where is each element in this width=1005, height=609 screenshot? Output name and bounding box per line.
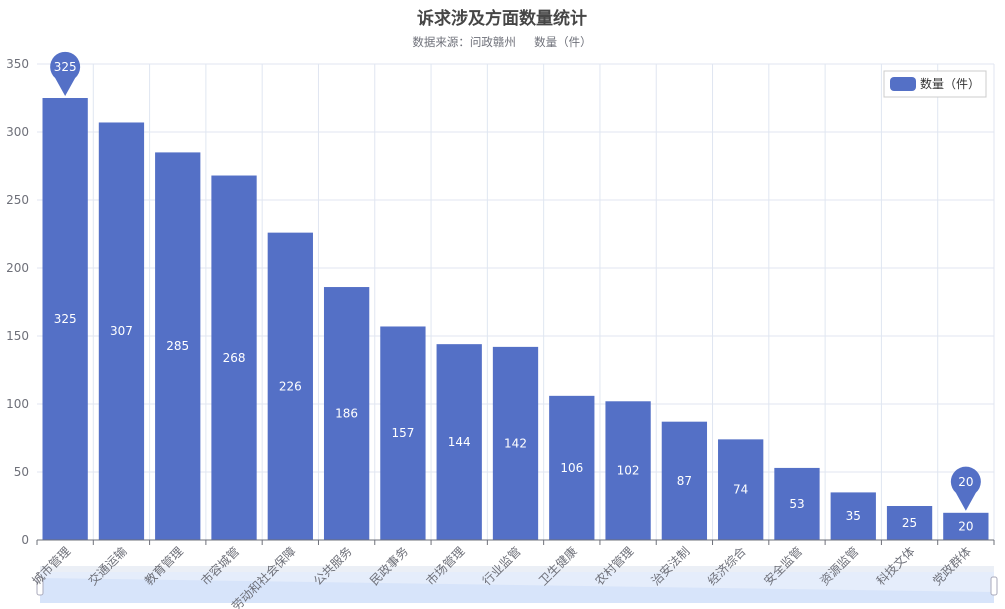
bar[interactable]	[492, 346, 539, 540]
data-label: 157	[391, 426, 414, 440]
data-label: 142	[504, 436, 527, 450]
mark-point-pin	[50, 51, 81, 96]
mark-point-label: 20	[958, 475, 973, 489]
y-tick-label: 100	[6, 397, 29, 411]
legend-label: 数量（件）	[920, 76, 980, 91]
bar[interactable]	[98, 122, 145, 540]
data-zoom-handle[interactable]	[990, 576, 998, 596]
bar[interactable]	[323, 287, 370, 540]
data-label: 144	[448, 435, 471, 449]
bar[interactable]	[42, 98, 88, 540]
data-label: 285	[166, 339, 189, 353]
bar[interactable]	[155, 152, 201, 540]
bar[interactable]	[830, 492, 876, 540]
data-label: 102	[617, 464, 640, 478]
data-label: 74	[733, 483, 748, 497]
bar[interactable]	[436, 344, 482, 540]
y-tick-label: 150	[6, 329, 29, 343]
data-label: 325	[54, 312, 77, 326]
bar[interactable]	[380, 326, 426, 540]
bar[interactable]	[886, 506, 933, 540]
legend[interactable]: 数量（件）	[883, 70, 987, 98]
bar[interactable]	[943, 512, 989, 540]
y-tick-label: 250	[6, 193, 29, 207]
data-label: 87	[677, 474, 692, 488]
bar[interactable]	[549, 395, 595, 540]
mark-point-label: 325	[54, 60, 77, 74]
mark-point-pin	[950, 466, 981, 511]
chart-title: 诉求涉及方面数量统计	[417, 8, 587, 29]
data-zoom-handle[interactable]	[36, 576, 44, 596]
y-tick-label: 350	[6, 57, 29, 71]
data-label: 53	[789, 497, 804, 511]
y-tick-label: 200	[6, 261, 29, 275]
data-label: 35	[846, 509, 861, 523]
data-label: 186	[335, 407, 358, 421]
data-zoom-selection	[40, 572, 994, 603]
bar[interactable]	[774, 467, 820, 540]
bar[interactable]	[718, 439, 764, 540]
legend-swatch	[890, 77, 916, 91]
data-label: 106	[560, 461, 583, 475]
bar[interactable]	[661, 421, 708, 540]
data-label: 226	[279, 379, 302, 393]
data-label: 20	[958, 519, 973, 533]
y-tick-label: 300	[6, 125, 29, 139]
bar[interactable]	[211, 175, 257, 540]
chart-subtitle: 数据来源：问政赣州 数量（件）	[412, 35, 591, 49]
data-label: 268	[223, 351, 246, 365]
bar[interactable]	[605, 401, 651, 540]
data-label: 25	[902, 516, 917, 530]
y-tick-label: 50	[14, 465, 29, 479]
bar[interactable]	[267, 232, 313, 540]
data-label: 307	[110, 324, 133, 338]
y-tick-label: 0	[21, 533, 29, 547]
